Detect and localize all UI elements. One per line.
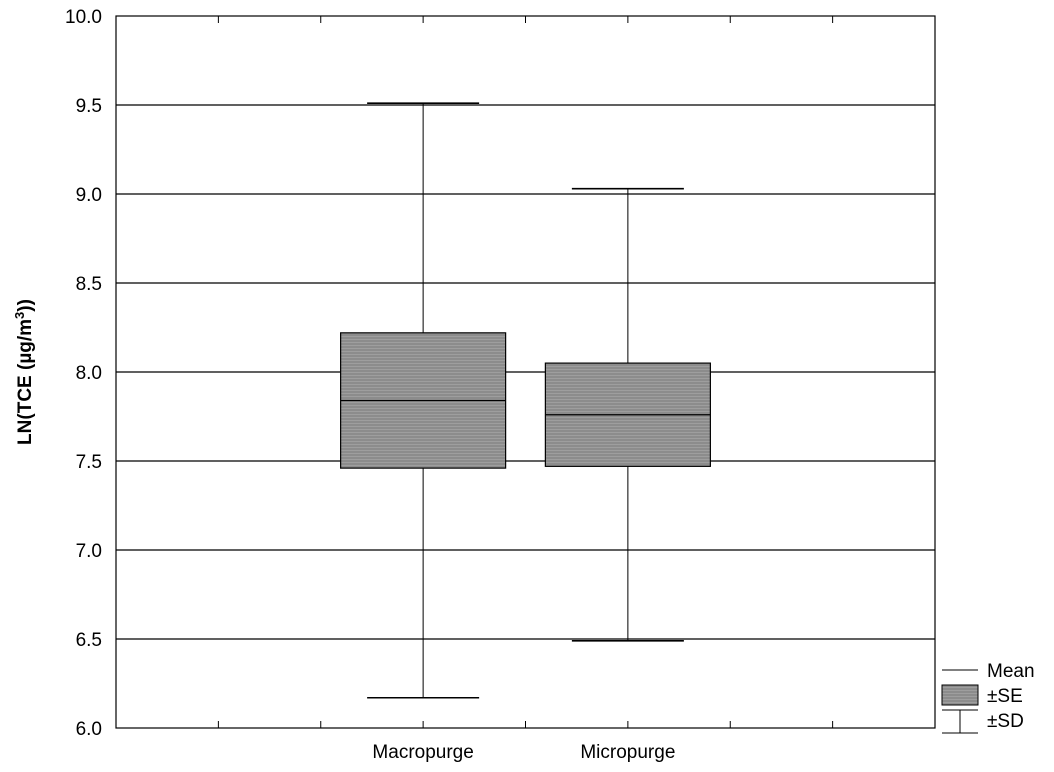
legend-sd-label: ±SD [987,711,1024,732]
x-category-label: Macropurge [372,742,473,763]
y-tick-label: 9.5 [76,96,102,117]
y-tick-label: 9.0 [76,185,102,206]
legend-se-label: ±SE [987,686,1023,707]
y-axis-title-superscript: 3 [12,312,27,319]
legend: Mean ±SE ±SD [941,661,1035,734]
legend-se-swatch [941,684,979,706]
y-axis-title-main: LN(TCE (µg/m [15,319,36,445]
y-tick-label: 6.5 [76,630,102,651]
y-axis: 6.0 6.5 7.0 7.5 8.0 8.5 9.0 9.5 10.0 [65,7,935,740]
y-tick-label: 7.0 [76,541,102,562]
box-macropurge [340,102,507,699]
y-tick-label: 6.0 [76,719,102,740]
x-axis: Macropurge Micropurge [217,16,834,763]
legend-mean-label: Mean [987,661,1035,682]
y-axis-title-end: )) [15,299,36,312]
box-series [340,102,711,699]
gridlines [116,104,935,640]
y-tick-label: 8.0 [76,363,102,384]
y-tick-label: 8.5 [76,274,102,295]
y-tick-label: 7.5 [76,452,102,473]
box-micropurge [544,187,711,642]
y-axis-title: LN(TCE (µg/m3)) [12,299,36,445]
y-tick-label: 10.0 [65,7,102,28]
x-category-label: Micropurge [580,742,675,763]
plot-frame [115,15,936,729]
